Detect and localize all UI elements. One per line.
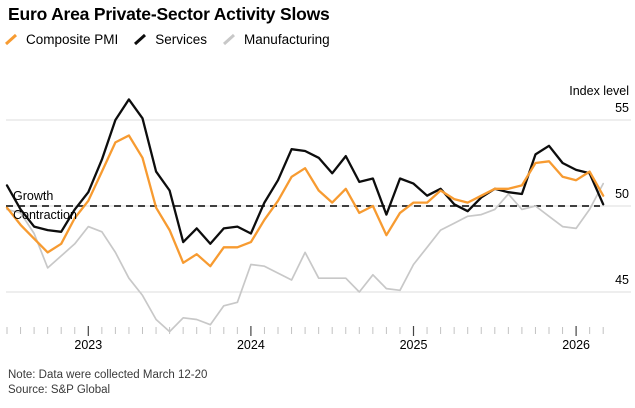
legend-label-manufacturing: Manufacturing: [244, 32, 330, 47]
legend-item-services: Services: [133, 32, 207, 47]
note-block: Note: Data were collected March 12-20 So…: [8, 368, 207, 397]
x-axis-year-label: 2023: [74, 338, 102, 352]
legend-marker-services-icon: [134, 33, 147, 46]
growth-annotation: Growth: [13, 189, 54, 203]
chart-title: Euro Area Private-Sector Activity Slows: [8, 4, 330, 24]
x-axis-year-label: 2026: [562, 338, 590, 352]
y-axis-title: Index level: [569, 84, 629, 98]
note-line: Note: Data were collected March 12-20: [8, 369, 208, 381]
legend-label-services: Services: [155, 32, 208, 47]
x-axis-year-label: 2024: [237, 338, 265, 352]
series-line-manufacturing: [6, 182, 605, 333]
source-line: Source: S&P Global: [8, 383, 111, 396]
legend-marker-composite-icon: [4, 33, 18, 46]
legend-marker-manufacturing-icon: [223, 33, 236, 46]
legend-item-composite-pmi: Composite PMI: [4, 32, 118, 47]
x-axis-year-label: 2025: [400, 338, 428, 352]
series-line-services: [5, 98, 605, 245]
y-tick-label-50: 50: [615, 187, 629, 201]
legend-label-composite-pmi: Composite PMI: [26, 32, 119, 47]
series-line-composite-pmi: [5, 134, 605, 268]
contraction-annotation: Contraction: [13, 208, 77, 222]
y-tick-label-45: 45: [615, 273, 629, 287]
legend: Composite PMI Services Manufacturing: [4, 32, 330, 47]
y-tick-label-55: 55: [615, 101, 629, 115]
legend-item-manufacturing: Manufacturing: [222, 32, 330, 47]
